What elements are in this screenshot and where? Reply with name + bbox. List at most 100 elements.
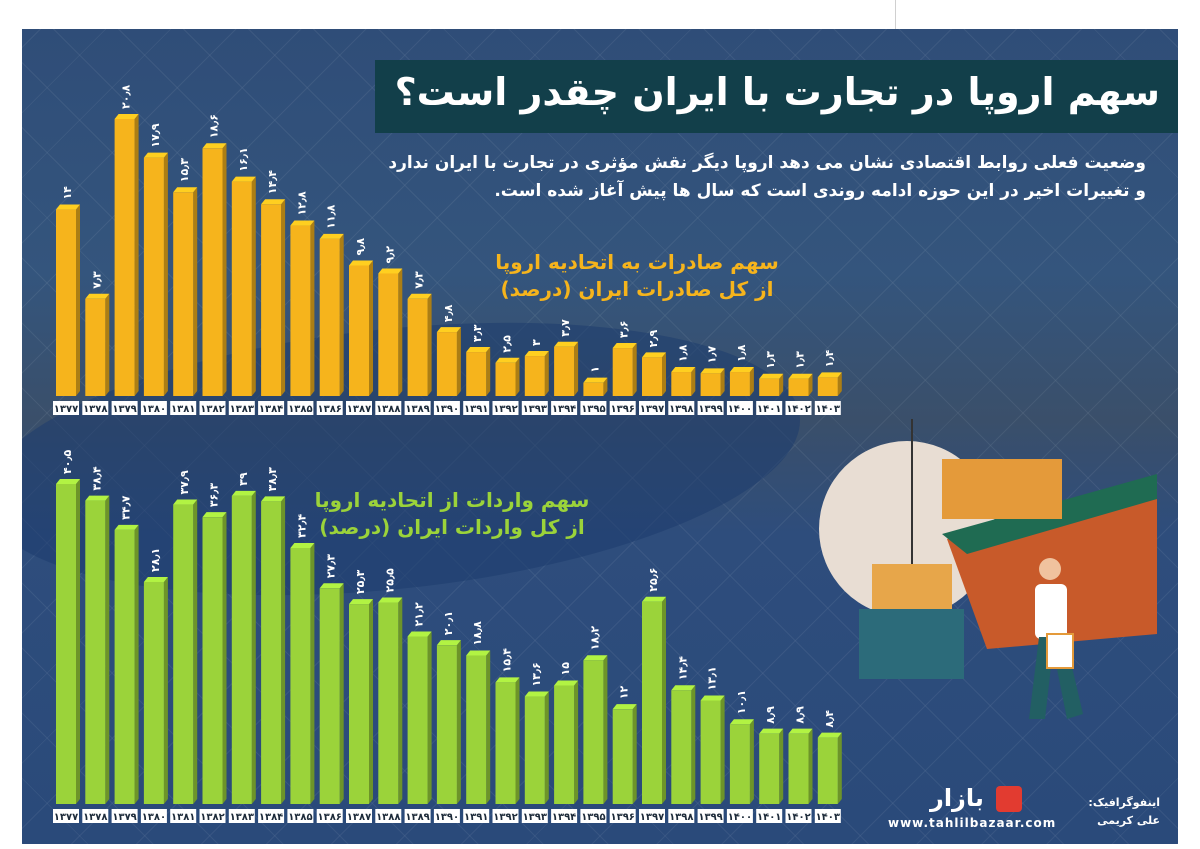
export-bar-top [202, 143, 227, 149]
import-bar [700, 700, 721, 804]
export-tick-label: ۱۳۹۹ [698, 404, 722, 415]
export-value-label: ۱۴٫۴ [266, 170, 279, 195]
import-bar [261, 501, 282, 804]
export-bar-top [436, 327, 461, 333]
export-bar-side [486, 347, 491, 396]
export-value-label: ۱۲٫۸ [295, 191, 308, 216]
export-bar-side [603, 377, 608, 396]
imports-label-line-1: سهم واردات از اتحادیه اروپا [314, 488, 590, 512]
import-tick-label: ۱۳۸۳ [230, 812, 254, 823]
export-bar [114, 119, 135, 396]
worker-icon [1039, 558, 1061, 580]
export-bar [202, 148, 223, 396]
import-tick-box [668, 809, 695, 823]
import-value-label: ۳۴٫۷ [120, 495, 133, 520]
export-value-label: ۱۸٫۶ [208, 114, 221, 138]
import-bar-side [134, 524, 139, 804]
import-tick-label: ۱۴۰۰ [728, 812, 752, 823]
import-bar-side [691, 685, 696, 804]
imports-chart-label: سهم واردات از اتحادیه اروپا از کل واردات… [307, 487, 597, 541]
import-bar-top [143, 576, 168, 582]
import-tick-box [404, 809, 431, 823]
export-tick-label: ۱۳۸۱ [171, 404, 195, 415]
export-tick-label: ۱۳۸۴ [259, 404, 283, 415]
import-value-label: ۱۳٫۱ [706, 666, 719, 690]
export-bar [671, 372, 692, 396]
import-value-label: ۱۲ [618, 685, 631, 699]
export-bar-top [407, 293, 432, 299]
export-value-label: ۳ [530, 339, 543, 346]
export-bar-side [427, 293, 432, 396]
export-bar [143, 157, 164, 396]
import-tick-label: ۱۴۰۲ [786, 812, 810, 823]
export-tick-label: ۱۳۷۸ [83, 404, 107, 415]
export-tick-label: ۱۳۸۸ [376, 404, 400, 415]
export-tick-label: ۱۳۸۶ [317, 404, 341, 415]
export-bar-side [251, 176, 256, 396]
import-tick-label: ۱۳۸۸ [376, 812, 400, 823]
export-tick-box [316, 401, 343, 415]
export-value-label: ۷٫۳ [90, 271, 103, 289]
import-tick-label: ۱۳۷۷ [54, 812, 78, 823]
import-bar-top [642, 596, 666, 602]
import-bar [817, 737, 838, 804]
export-bar [231, 181, 252, 396]
export-value-label: ۱۴ [61, 186, 74, 200]
import-value-label: ۱۸٫۸ [471, 621, 484, 646]
import-bar [349, 604, 369, 804]
import-value-label: ۲۵٫۶ [647, 567, 660, 591]
export-tick-label: ۱۴۰۲ [786, 404, 810, 415]
export-tick-box [170, 401, 197, 415]
export-bar [290, 225, 311, 396]
import-tick-box [726, 809, 753, 823]
export-tick-box [492, 401, 519, 415]
import-value-label: ۲۵٫۵ [383, 568, 396, 593]
export-bar-top [642, 352, 666, 358]
export-bar-side [76, 204, 80, 396]
import-tick-label: ۱۳۹۷ [640, 812, 664, 823]
export-tick-box [463, 401, 490, 415]
title-box: سهم اروپا در تجارت با ایران چقدر است؟ [375, 60, 1178, 133]
import-bar [114, 529, 135, 804]
import-tick-label: ۱۳۸۹ [405, 812, 429, 823]
export-bar-side [339, 233, 344, 396]
clipboard-icon [1046, 633, 1074, 669]
import-tick-box [228, 809, 255, 823]
export-bar [642, 357, 662, 396]
import-bar-top [671, 685, 696, 691]
import-tick-box [346, 809, 372, 823]
export-bar [612, 348, 633, 396]
import-value-label: ۳۶٫۳ [208, 483, 221, 508]
import-value-label: ۲۵٫۳ [354, 570, 367, 595]
import-bar-top [114, 524, 139, 530]
import-bar-top [524, 691, 549, 697]
export-bar [759, 378, 780, 396]
export-value-label: ۳٫۷ [559, 319, 572, 337]
import-bar [788, 733, 809, 804]
credit: اینفوگرافیک: علی کریمی [1088, 794, 1160, 830]
export-bar-top [56, 204, 80, 210]
import-bar [202, 517, 223, 804]
export-bar-side [574, 341, 579, 396]
export-bar-side [691, 367, 696, 396]
export-tick-box [433, 401, 460, 415]
export-bar-top [261, 199, 286, 205]
export-bar-top [319, 233, 344, 239]
import-bar [319, 588, 340, 804]
brand-mark-icon [996, 786, 1022, 812]
export-value-label: ۲٫۹ [647, 330, 660, 348]
import-bar-side [76, 479, 80, 804]
export-bar [524, 356, 545, 396]
export-bar-top [759, 373, 784, 379]
export-bar-top [671, 367, 696, 373]
import-bar [290, 548, 311, 804]
export-tick-label: ۱۳۷۷ [54, 404, 78, 415]
import-value-label: ۱۴٫۴ [676, 656, 689, 681]
export-tick-box [258, 401, 285, 415]
subtitle-line-2: و تغییرات اخیر در این حوزه ادامه روندی ا… [494, 181, 1146, 201]
export-tick-label: ۱۴۰۱ [757, 404, 781, 415]
export-value-label: ۱٫۴ [823, 350, 836, 368]
export-bar-side [456, 327, 461, 396]
export-value-label: ۴٫۸ [442, 304, 455, 322]
import-tick-box [492, 809, 519, 823]
